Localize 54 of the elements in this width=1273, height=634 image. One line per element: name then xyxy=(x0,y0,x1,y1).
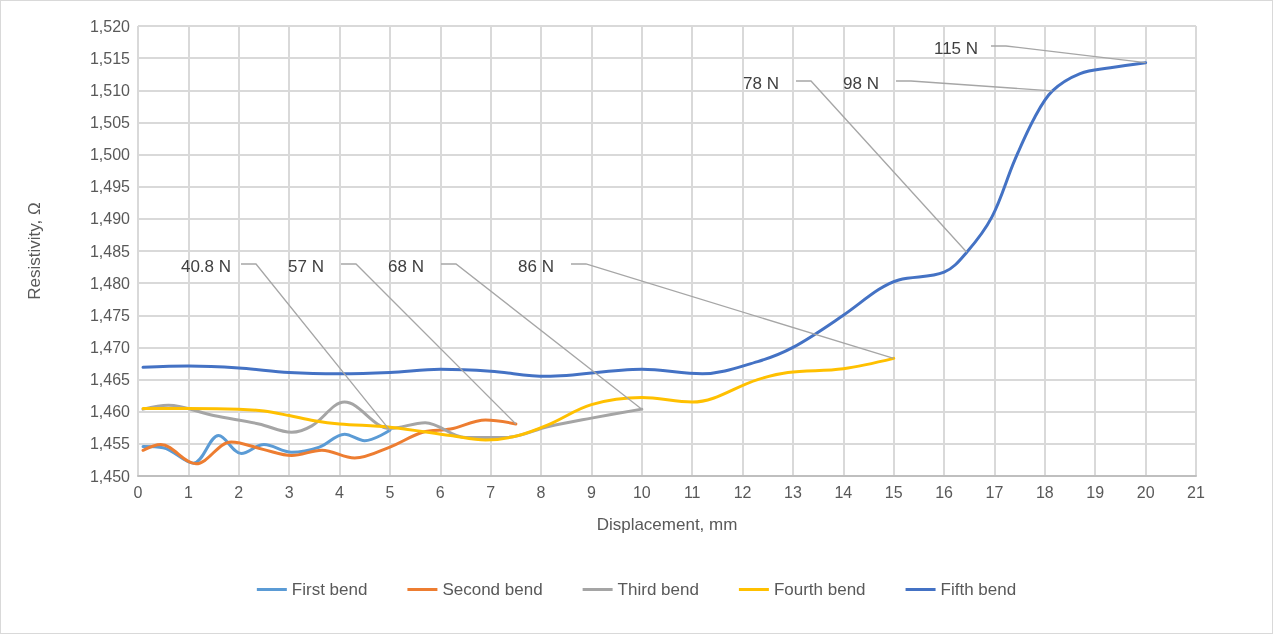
x-tick-label: 12 xyxy=(733,483,752,501)
y-tick-label: 1,480 xyxy=(89,274,131,292)
y-tick-label: 1,520 xyxy=(89,17,131,35)
x-tick-label: 5 xyxy=(385,483,395,501)
x-tick-label: 6 xyxy=(435,483,445,501)
line-series xyxy=(141,418,518,466)
x-tick-label: 14 xyxy=(834,483,853,501)
annotation: 78 N xyxy=(743,73,779,93)
annotation: 98 N xyxy=(843,73,879,93)
legend-label: First bend xyxy=(291,580,368,599)
x-tick-label: 0 xyxy=(133,483,143,501)
annotation: 68 N xyxy=(388,256,424,276)
x-tick-label: 10 xyxy=(632,483,651,501)
line-series xyxy=(141,356,896,442)
y-tick-label: 1,470 xyxy=(89,338,131,356)
legend-label: Third bend xyxy=(617,580,699,599)
x-tick-label: 21 xyxy=(1187,483,1205,501)
y-tick-label: 1,490 xyxy=(89,210,131,228)
annotation: 40.8 N xyxy=(180,256,232,276)
y-axis-title: Resistivity, Ω xyxy=(25,202,44,300)
y-tick-label: 1,460 xyxy=(89,403,131,421)
x-tick-label: 18 xyxy=(1035,483,1054,501)
y-tick-label: 1,515 xyxy=(89,49,131,67)
legend-label: Fifth bend xyxy=(940,580,1017,599)
x-tick-label: 4 xyxy=(335,483,345,501)
x-tick-label: 15 xyxy=(884,483,903,501)
y-tick-label: 1,485 xyxy=(89,242,131,260)
annotation: 86 N xyxy=(518,256,554,276)
y-tick-label: 1,450 xyxy=(89,467,131,485)
x-tick-label: 2 xyxy=(234,483,244,501)
y-tick-label: 1,505 xyxy=(89,113,131,131)
y-tick-label: 1,465 xyxy=(89,371,131,389)
x-tick-label: 17 xyxy=(985,483,1004,501)
x-tick-label: 11 xyxy=(683,483,701,501)
x-tick-label: 9 xyxy=(586,483,596,501)
y-tick-label: 1,495 xyxy=(89,178,131,196)
y-tick-label: 1,510 xyxy=(89,81,131,99)
legend-label: Fourth bend xyxy=(773,580,866,599)
x-tick-label: 16 xyxy=(935,483,954,501)
x-axis-title: Displacement, mm xyxy=(596,515,738,534)
x-tick-label: 1 xyxy=(183,483,193,501)
x-tick-label: 8 xyxy=(536,483,546,501)
legend-label: Second bend xyxy=(442,580,543,599)
x-tick-label: 13 xyxy=(784,483,802,501)
annotation: 57 N xyxy=(288,256,324,276)
line-series xyxy=(141,61,1148,378)
y-tick-label: 1,455 xyxy=(89,435,131,453)
x-tick-label: 3 xyxy=(284,483,294,501)
annotation: 115 N xyxy=(933,38,979,58)
x-tick-label: 7 xyxy=(486,483,496,501)
y-tick-label: 1,475 xyxy=(89,306,131,324)
y-tick-label: 1,500 xyxy=(89,146,131,164)
x-tick-label: 20 xyxy=(1136,483,1155,501)
x-tick-label: 19 xyxy=(1086,483,1105,501)
